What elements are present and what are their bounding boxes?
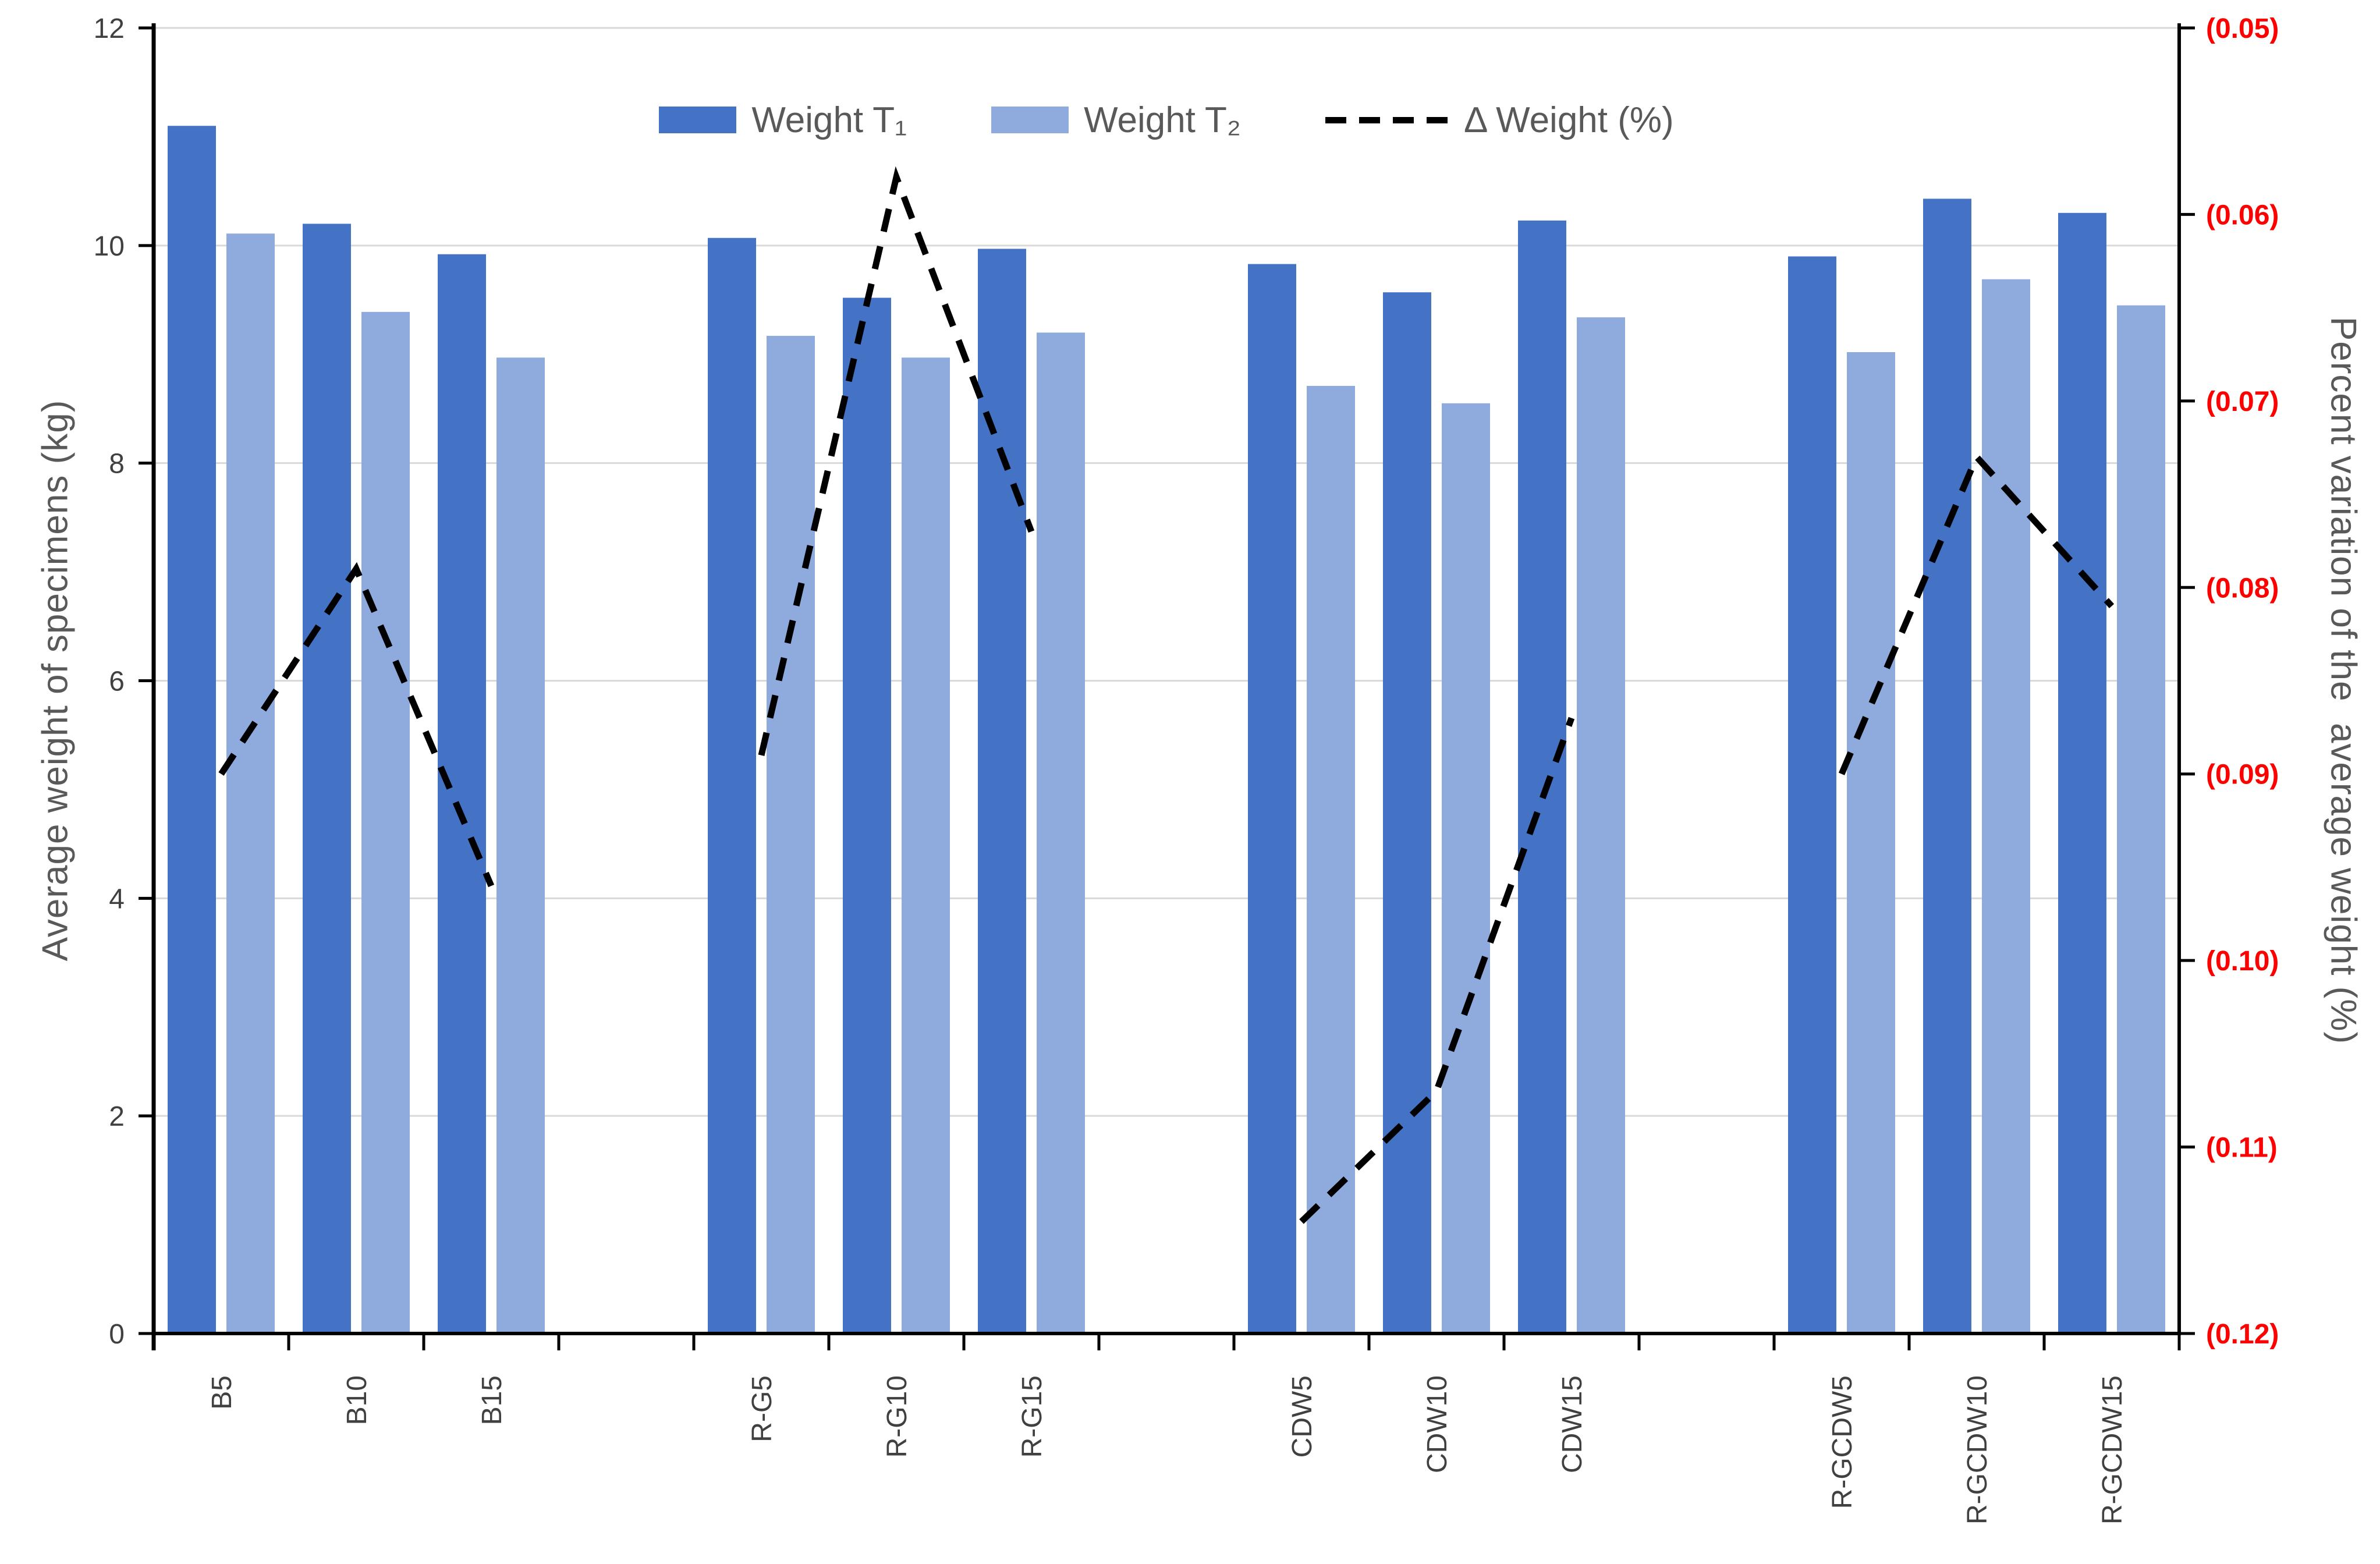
bar-weight-t2-B15 xyxy=(496,357,545,1334)
legend-label-weight-t1: Weight T₁ xyxy=(751,100,907,140)
delta-weight-line-segment-group-1 xyxy=(218,562,495,888)
bar-weight-t2-B5 xyxy=(226,233,275,1334)
bar-weight-t1-B10 xyxy=(303,224,351,1334)
axis-tick-labels: 0 2 4 6 8 10 12 (0.05) (0.06) (0.07) (0.08) (0.09) (… xyxy=(94,13,2279,1524)
bar-weight-t1-R-G5 xyxy=(708,237,756,1334)
left-axis-tick-label: 10 xyxy=(94,231,125,262)
bars-weight-t2 xyxy=(226,233,2165,1334)
right-axis-tick-label: (0.06) xyxy=(2206,200,2279,230)
x-axis-category-label-CDW10: CDW10 xyxy=(1422,1375,1453,1473)
legend-swatch-weight-t1-icon xyxy=(659,107,737,133)
bar-weight-t2-R-G5 xyxy=(767,335,815,1334)
axis-ticks xyxy=(139,26,2195,1350)
x-axis-category-label-R-GCDW15: R-GCDW15 xyxy=(2097,1375,2128,1524)
right-axis-tick-label: (0.11) xyxy=(2206,1133,2278,1164)
x-axis-category-label-R-GCDW10: R-GCDW10 xyxy=(1962,1375,1993,1524)
delta-weight-line xyxy=(218,166,2115,1224)
delta-weight-line-segment-group-4 xyxy=(1838,451,2115,775)
bar-weight-t1-B15 xyxy=(438,254,486,1334)
legend-item-weight-t1: Weight T₁ xyxy=(659,100,907,141)
right-axis-tick-label: (0.09) xyxy=(2206,760,2279,790)
x-axis-category-label-CDW5: CDW5 xyxy=(1287,1375,1318,1457)
right-axis-tick-label: (0.08) xyxy=(2206,573,2279,604)
bar-weight-t1-R-G15 xyxy=(978,249,1026,1334)
x-axis-category-label-R-G15: R-G15 xyxy=(1017,1375,1048,1457)
chart-legend: Weight T₁ Weight T₂ Δ Weight (%) xyxy=(154,87,2179,153)
left-axis-tick-label: 12 xyxy=(94,13,125,44)
legend-label-delta-weight: Δ Weight (%) xyxy=(1463,100,1674,140)
bar-weight-t1-CDW5 xyxy=(1248,264,1296,1334)
left-axis-tick-label: 8 xyxy=(109,449,125,480)
left-axis-tick-label: 6 xyxy=(109,666,125,697)
left-axis-title: Average weight of specimens (kg) xyxy=(35,399,76,962)
legend-label-weight-t2: Weight T₂ xyxy=(1084,100,1241,140)
bars-weight-t1 xyxy=(168,126,2106,1334)
left-axis-tick-label: 0 xyxy=(109,1319,125,1350)
left-axis-tick-label: 2 xyxy=(109,1101,125,1132)
bar-weight-t2-R-G10 xyxy=(902,357,950,1334)
x-axis-category-label-R-GCDW5: R-GCDW5 xyxy=(1827,1375,1858,1509)
bar-weight-t1-R-G10 xyxy=(843,297,891,1334)
gridlines xyxy=(154,27,2179,1117)
bar-weight-t1-CDW15 xyxy=(1518,220,1566,1334)
legend-item-weight-t2: Weight T₂ xyxy=(991,100,1241,141)
bar-weight-t2-R-GCDW10 xyxy=(1982,279,2030,1334)
x-axis-category-label-B10: B10 xyxy=(342,1375,373,1425)
legend-dashed-line-icon xyxy=(1325,116,1449,123)
bar-weight-t1-R-GCDW10 xyxy=(1923,198,1971,1334)
bar-weight-t2-R-GCDW15 xyxy=(2117,305,2165,1334)
left-axis-tick-label: 4 xyxy=(109,884,125,914)
right-axis-tick-label: (0.10) xyxy=(2206,946,2279,977)
bar-weight-t1-R-GCDW15 xyxy=(2058,212,2106,1334)
bar-weight-t2-CDW10 xyxy=(1442,403,1490,1334)
bar-weight-t2-R-G15 xyxy=(1037,332,1085,1334)
x-axis-category-label-CDW15: CDW15 xyxy=(1557,1375,1588,1473)
bar-weight-t1-CDW10 xyxy=(1383,292,1431,1334)
legend-item-delta-weight: Δ Weight (%) xyxy=(1325,100,1674,141)
right-axis-tick-label: (0.05) xyxy=(2206,13,2279,44)
bar-weight-t1-R-GCDW5 xyxy=(1788,256,1836,1334)
bar-weight-t2-B10 xyxy=(361,311,410,1334)
x-axis-category-label-R-G10: R-G10 xyxy=(882,1375,913,1457)
bar-weight-t2-R-GCDW5 xyxy=(1847,352,1895,1334)
bar-weight-t2-CDW15 xyxy=(1577,317,1625,1334)
right-axis-title: Percent variation of the average weight … xyxy=(2323,316,2364,1045)
legend-swatch-weight-t2-icon xyxy=(991,107,1069,133)
x-axis-category-label-B5: B5 xyxy=(207,1375,237,1410)
right-axis-tick-label: (0.12) xyxy=(2206,1319,2279,1350)
bar-weight-t2-CDW5 xyxy=(1307,385,1355,1334)
x-axis-category-label-R-G5: R-G5 xyxy=(747,1375,778,1442)
bar-weight-t1-B5 xyxy=(168,126,216,1334)
delta-weight-line-segment-group-2 xyxy=(758,166,1035,756)
right-axis-tick-label: (0.07) xyxy=(2206,386,2279,417)
x-axis-category-label-B15: B15 xyxy=(477,1375,508,1425)
